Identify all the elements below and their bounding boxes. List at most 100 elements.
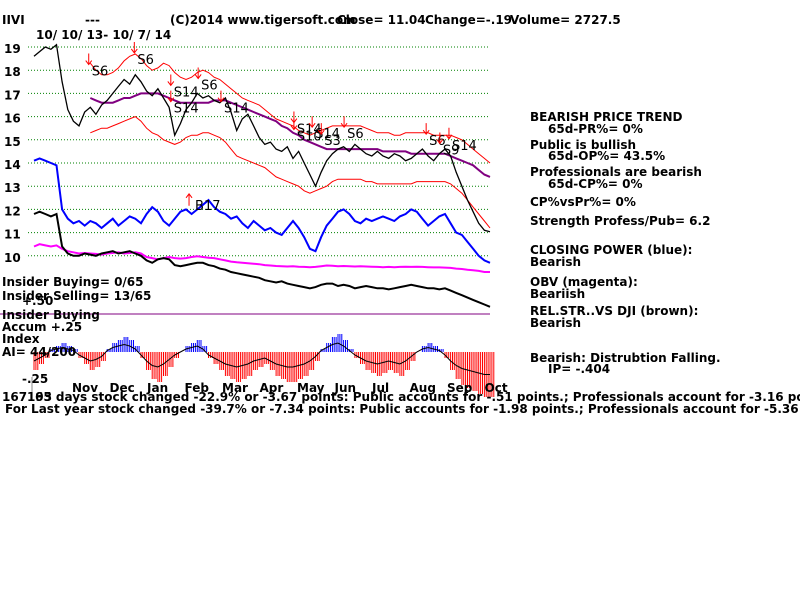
signal-label: S6 — [347, 127, 364, 142]
signal-label: S14 — [297, 123, 322, 138]
series-line-closing-power — [33, 157, 491, 264]
footer-line2: For Last year stock changed -39.7% or -7… — [5, 402, 800, 416]
status-line-9: CLOSING POWER (blue): — [530, 243, 692, 257]
y-tick-label: 12 — [4, 204, 21, 218]
y-tick-label: 13 — [4, 181, 21, 195]
x-tick-label: Feb — [185, 381, 210, 395]
x-tick-label: Apr — [260, 381, 284, 395]
series-line-band-upper — [89, 53, 491, 164]
signal-label: S6 — [201, 78, 218, 93]
signal-label: S14 — [174, 85, 199, 100]
y-tick-label: 16 — [4, 112, 21, 126]
status-line-13: REL.STR..VS DJI (brown): — [530, 304, 698, 318]
status-line-16: IP= -.404 — [548, 362, 610, 376]
signal-label: S3 — [324, 134, 341, 149]
x-tick-label: Jul — [371, 381, 389, 395]
signal-label: S14 — [174, 102, 199, 117]
signal-arrow-down — [85, 53, 93, 66]
x-tick-label: Dec — [110, 381, 135, 395]
minus25-label: -.25 — [22, 372, 48, 386]
y-tick-label: 18 — [4, 65, 21, 79]
lower-series-group — [33, 210, 491, 308]
status-line-15: Bearish: Distrubtion Falling. — [530, 351, 721, 365]
signal-arrow-down — [445, 127, 453, 140]
y-tick-label: 14 — [4, 158, 21, 172]
close-label: Close= 11.04 — [337, 13, 426, 27]
x-tick-label: Jun — [334, 381, 357, 395]
status-line-5: Professionals are bearish — [530, 165, 702, 179]
status-line-6: 65d-CP%= 0% — [548, 177, 643, 191]
x-tick-label: Mar — [222, 381, 248, 395]
signal-label: S10 — [297, 130, 322, 145]
x-tick-label: Nov — [72, 381, 98, 395]
signal-label: S9 — [443, 143, 460, 158]
status-line-11: OBV (magenta): — [530, 275, 638, 289]
x-tick-label: Aug — [410, 381, 436, 395]
x-tick-label: Sep — [447, 381, 473, 395]
status-line-12: Beariish — [530, 287, 585, 301]
date-range-label: 10/ 10/ 13- 10/ 7/ 14 — [36, 28, 171, 42]
status-line-7: CP%vsPr%= 0% — [530, 195, 636, 209]
y-tick-label: 10 — [4, 251, 21, 265]
signal-label: S14 — [452, 139, 477, 154]
insider-buying-label: Insider Buying= 0/65 — [2, 275, 144, 289]
price-series-group — [33, 43, 491, 264]
signal-label: S6 — [429, 134, 446, 149]
ticker-label: IIVI — [2, 13, 25, 27]
plus50-label: +.50 — [22, 294, 53, 308]
accum-index-bars — [33, 334, 495, 397]
signal-arrow-down — [308, 116, 316, 129]
status-line-10: Bearish — [530, 255, 581, 269]
right-status-panel: BEARISH PRICE TREND 65d-PR%= 0% Public i… — [530, 110, 721, 376]
signal-arrow-down — [436, 132, 444, 145]
header-dashes: --- — [85, 13, 100, 27]
insider-index-line3: Index — [2, 332, 40, 346]
signal-arrow-down — [217, 90, 225, 103]
signal-arrow-down — [317, 123, 325, 135]
copyright-label: (C)2014 www.tigersoft.com — [170, 13, 356, 27]
series-line-rel-str — [33, 210, 491, 308]
status-line-8: Strength Profess/Pub= 6.2 — [530, 214, 710, 228]
x-tick-label: May — [297, 381, 325, 395]
status-line-14: Bearish — [530, 316, 581, 330]
series-line-ma — [89, 92, 491, 178]
insider-selling-label: Insider Selling= 13/65 — [2, 289, 151, 303]
series-line-price — [33, 43, 491, 233]
volume-label: Volume= 2727.5 — [510, 13, 621, 27]
x-tick-label: Oct — [485, 381, 508, 395]
status-line-2: 65d-PR%= 0% — [548, 122, 643, 136]
status-line-1: BEARISH PRICE TREND — [530, 110, 683, 124]
accum-index-line — [33, 342, 490, 375]
ai-label: AI= 44/200 — [2, 345, 76, 359]
signal-arrow-up — [185, 192, 193, 206]
signal-arrow-down — [167, 74, 175, 87]
status-line-4: 65d-OP%= 43.5% — [548, 149, 665, 163]
signal-label: S6 — [92, 65, 109, 80]
x-tick-label: Jan — [146, 381, 168, 395]
y-axis-ticks: 19 18 17 16 15 14 13 12 11 10 — [4, 42, 21, 265]
x-axis-ticks: Nov Dec Jan Feb Mar Apr May Jun Jul Aug Sep Oct — [72, 381, 508, 395]
signal-arrow-down — [422, 123, 430, 135]
series-line-obv — [33, 243, 490, 273]
y-tick-label: 15 — [4, 135, 21, 149]
signal-label: B17 — [195, 199, 220, 214]
signal-label: S14 — [224, 102, 249, 117]
status-line-3: Public is bullish — [530, 138, 636, 152]
y-tick-label: 11 — [4, 228, 21, 242]
y-tick-label: 19 — [4, 42, 21, 56]
signal-arrow-down — [290, 118, 298, 131]
series-line-band-lower — [90, 116, 491, 229]
signal-arrow-down — [167, 90, 175, 103]
insider-index-line1: Insider Buying — [2, 308, 100, 322]
footer-line1: 65 days stock changed -22.9% or -3.67 po… — [35, 390, 800, 404]
insider-index-line2: Accum +.25 — [2, 320, 82, 334]
signal-arrow-down — [130, 41, 138, 54]
footer-prefix: 167193 — [2, 390, 52, 404]
change-label: Change=-.19 — [425, 13, 512, 27]
signal-label: S6 — [137, 53, 154, 68]
signal-arrow-down — [340, 116, 348, 129]
y-tick-label: 17 — [4, 88, 21, 102]
signal-arrow-down — [194, 67, 202, 80]
